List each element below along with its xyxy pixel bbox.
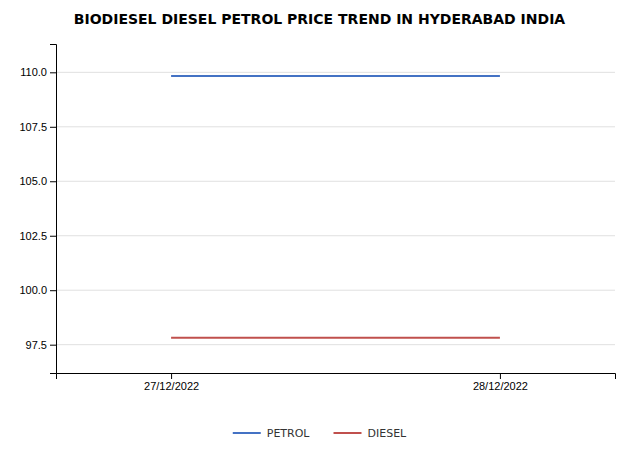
y-tick: 105.0 [19,175,56,187]
grid-line [56,344,615,345]
legend-swatch [334,432,362,434]
y-axis-line [50,45,57,374]
y-tick-label: 100.0 [19,284,47,296]
y-tick: 110.0 [20,66,56,78]
y-tick-label: 102.5 [19,230,47,242]
marks [171,76,500,338]
series-line [171,75,500,77]
series-line [171,337,500,339]
legend-item: PETROL [233,427,311,440]
legend-item: DIESEL [334,427,408,440]
legend: PETROL DIESEL [233,427,407,440]
plot: 97.5100.0102.5105.0107.5110.027/12/20222… [19,45,615,392]
y-tick-mark [50,236,56,237]
y-tick-mark [50,290,56,291]
grid [56,72,615,344]
y-tick-label: 110.0 [20,66,47,78]
grid-line [56,181,615,182]
x-axis: 27/12/2022 28/12/2022 [57,373,616,392]
x-tick-label: 27/12/2022 [144,380,199,392]
x-tick: 27/12/2022 [144,373,199,392]
grid-line [56,126,615,127]
y-tick-mark [50,72,56,73]
y-axis: 97.5 100.0 102.5 105.0 107.5 110.0 [19,45,56,374]
x-tick: 28/12/2022 [473,373,528,392]
x-tick-mark [500,373,501,379]
y-tick: 100.0 [19,284,56,296]
legend-swatch [233,432,261,434]
x-axis-line [57,374,616,380]
legend-label: DIESEL [368,427,408,440]
legend-label: PETROL [267,427,311,440]
x-tick-mark [171,373,172,379]
y-tick: 102.5 [19,230,56,242]
grid-line [56,290,615,291]
y-tick: 107.5 [19,121,56,133]
y-tick-label: 105.0 [19,175,47,187]
y-tick-mark [50,127,56,128]
title: BIODIESEL DIESEL PETROL PRICE TREND IN H… [74,11,566,27]
grid-line [56,235,615,236]
y-tick-label: 97.5 [26,339,47,351]
grid-line [56,72,615,73]
y-tick-label: 107.5 [19,121,47,133]
y-tick-mark [50,181,56,182]
y-tick: 97.5 [26,339,56,351]
y-tick-mark [50,345,56,346]
chart: BIODIESEL DIESEL PETROL PRICE TREND IN H… [0,0,639,451]
x-tick-label: 28/12/2022 [473,380,528,392]
